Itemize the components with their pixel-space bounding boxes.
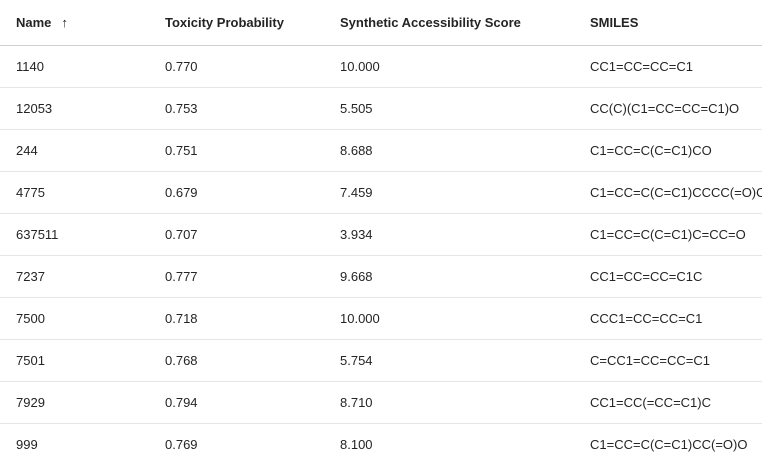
- cell-toxicity: 0.718: [165, 311, 198, 326]
- cell-smiles: C1=CC=C(C=C1)CC(=O)O: [590, 437, 748, 452]
- cell-smiles: C1=CC=C(C=C1)CO: [590, 143, 712, 158]
- table-row[interactable]: 7237 0.777 9.668 CC1=CC=CC=C1C: [0, 256, 762, 298]
- table-header-row: Name ↑ Toxicity Probability Synthetic Ac…: [0, 0, 762, 46]
- table-row[interactable]: 999 0.769 8.100 C1=CC=C(C=C1)CC(=O)O: [0, 424, 762, 462]
- column-header-label[interactable]: Name: [16, 15, 52, 30]
- cell-sa-score: 8.100: [340, 437, 373, 452]
- cell-toxicity: 0.753: [165, 101, 198, 116]
- cell-toxicity: 0.777: [165, 269, 198, 284]
- table-row[interactable]: 1140 0.770 10.000 CC1=CC=CC=C1: [0, 46, 762, 88]
- cell-sa-score: 8.710: [340, 395, 373, 410]
- cell-toxicity: 0.679: [165, 185, 198, 200]
- column-header-label[interactable]: Toxicity Probability: [165, 15, 284, 30]
- cell-name: 7501: [16, 353, 45, 368]
- cell-name: 999: [16, 437, 38, 452]
- cell-sa-score: 10.000: [340, 59, 380, 74]
- cell-sa-score: 5.754: [340, 353, 373, 368]
- cell-name: 244: [16, 143, 38, 158]
- cell-smiles: CC(C)(C1=CC=CC=C1)O: [590, 101, 740, 116]
- cell-toxicity: 0.751: [165, 143, 198, 158]
- cell-toxicity: 0.770: [165, 59, 198, 74]
- cell-name: 12053: [16, 101, 53, 116]
- cell-sa-score: 10.000: [340, 311, 380, 326]
- cell-name: 7929: [16, 395, 45, 410]
- cell-smiles: C1=CC=C(C=C1)CCCC(=O)O: [590, 185, 762, 200]
- cell-sa-score: 5.505: [340, 101, 373, 116]
- table-row[interactable]: 637511 0.707 3.934 C1=CC=C(C=C1)C=CC=O: [0, 214, 762, 256]
- cell-smiles: CC1=CC=CC=C1C: [590, 269, 703, 284]
- column-header-smiles[interactable]: SMILES: [590, 0, 638, 45]
- cell-toxicity: 0.707: [165, 227, 198, 242]
- cell-toxicity: 0.769: [165, 437, 198, 452]
- column-header-label[interactable]: SMILES: [590, 15, 639, 30]
- arrow-up-icon[interactable]: ↑: [61, 15, 68, 30]
- table-row[interactable]: 7500 0.718 10.000 CCC1=CC=CC=C1: [0, 298, 762, 340]
- column-header-sa-score[interactable]: Synthetic Accessibility Score: [340, 0, 521, 45]
- cell-name: 1140: [16, 59, 44, 74]
- cell-smiles: C=CC1=CC=CC=C1: [590, 353, 710, 368]
- cell-name: 637511: [16, 227, 59, 242]
- cell-name: 7237: [16, 269, 45, 284]
- cell-name: 4775: [16, 185, 45, 200]
- cell-smiles: C1=CC=C(C=C1)C=CC=O: [590, 227, 746, 242]
- cell-sa-score: 7.459: [340, 185, 373, 200]
- cell-smiles: CCC1=CC=CC=C1: [590, 311, 703, 326]
- table-row[interactable]: 7929 0.794 8.710 CC1=CC(=CC=C1)C: [0, 382, 762, 424]
- column-header-name[interactable]: Name ↑: [16, 0, 68, 45]
- cell-sa-score: 9.668: [340, 269, 373, 284]
- table-row[interactable]: 7501 0.768 5.754 C=CC1=CC=CC=C1: [0, 340, 762, 382]
- cell-sa-score: 3.934: [340, 227, 373, 242]
- cell-smiles: CC1=CC(=CC=C1)C: [590, 395, 711, 410]
- column-header-label[interactable]: Synthetic Accessibility Score: [340, 15, 521, 30]
- cell-sa-score: 8.688: [340, 143, 373, 158]
- cell-toxicity: 0.794: [165, 395, 198, 410]
- table-row[interactable]: 244 0.751 8.688 C1=CC=C(C=C1)CO: [0, 130, 762, 172]
- column-header-toxicity[interactable]: Toxicity Probability: [165, 0, 284, 45]
- table-row[interactable]: 12053 0.753 5.505 CC(C)(C1=CC=CC=C1)O: [0, 88, 762, 130]
- table-row[interactable]: 4775 0.679 7.459 C1=CC=C(C=C1)CCCC(=O)O: [0, 172, 762, 214]
- cell-toxicity: 0.768: [165, 353, 198, 368]
- cell-smiles: CC1=CC=CC=C1: [590, 59, 693, 74]
- cell-name: 7500: [16, 311, 45, 326]
